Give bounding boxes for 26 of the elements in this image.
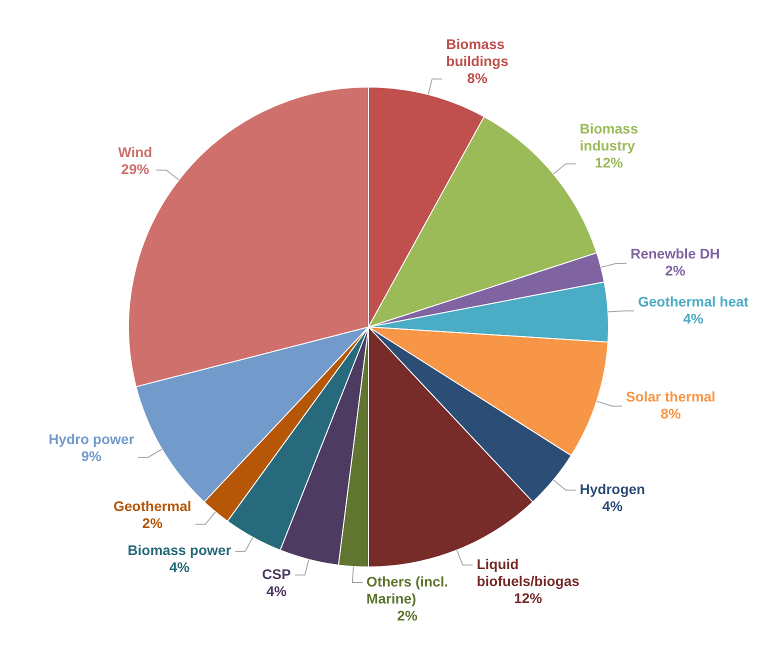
data-label: 29% xyxy=(121,160,150,177)
slice-label: Geothermal xyxy=(114,498,192,514)
data-label: 9% xyxy=(81,448,102,464)
data-label: 12% xyxy=(594,154,624,171)
slice-label: Liquid biofuels/biogas xyxy=(476,556,580,589)
slice-label: Renewble DH xyxy=(630,246,720,262)
data-label: 8% xyxy=(660,405,682,422)
slice-label: Solar thermal xyxy=(626,388,716,404)
slice-label: Biomass power xyxy=(128,542,232,558)
slice-label: Biomass industry xyxy=(580,120,638,154)
data-label: 2% xyxy=(397,607,418,624)
slice-label: Wind xyxy=(118,144,152,160)
data-label: 4% xyxy=(169,559,190,576)
slice-label: Biomass buildings xyxy=(446,36,509,69)
slice-label: Geothermal heat xyxy=(638,293,749,310)
data-label: 2% xyxy=(142,515,164,532)
data-label: 12% xyxy=(514,590,543,606)
data-label: 4% xyxy=(602,498,624,514)
data-label: 8% xyxy=(467,70,488,86)
data-label: 4% xyxy=(266,582,288,599)
slice-label: Hydro power xyxy=(48,431,135,448)
data-label: 4% xyxy=(683,310,704,326)
slice-label: CSP xyxy=(262,566,291,582)
slice-label: Others (incl. Marine) xyxy=(366,573,448,606)
slice-label: Hydrogen xyxy=(580,481,646,498)
data-label: 2% xyxy=(665,262,686,279)
